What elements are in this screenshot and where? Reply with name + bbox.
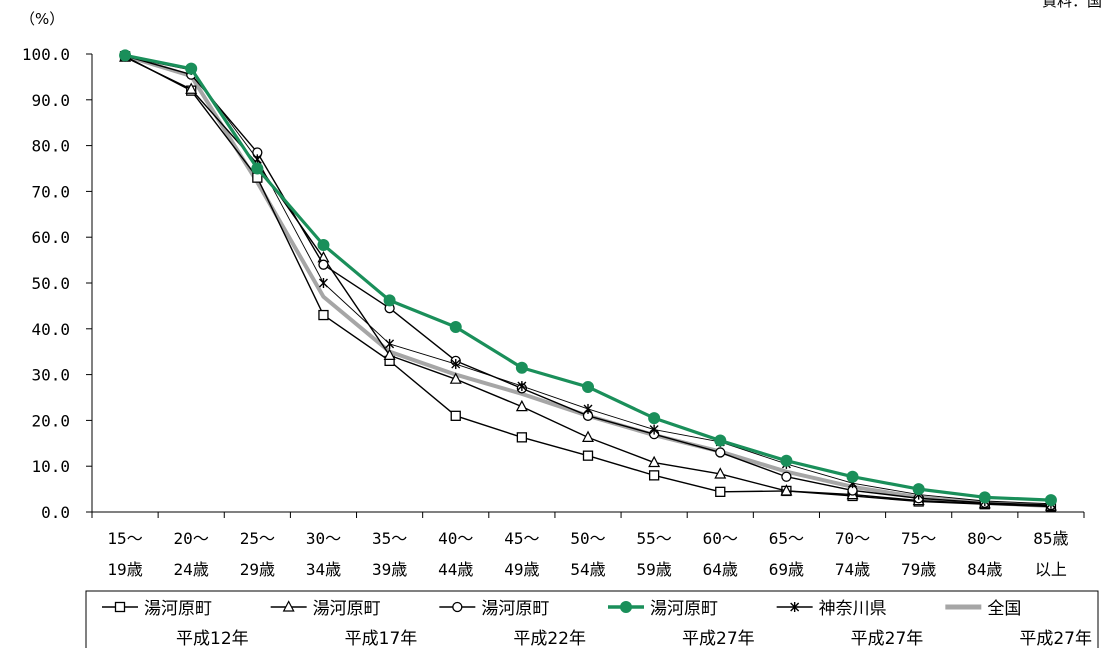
legend-label: 湯河原町 — [144, 599, 212, 619]
data-point — [451, 411, 460, 420]
x-tick-label: 30～ — [306, 529, 341, 548]
y-tick-label: 50.0 — [31, 274, 70, 293]
data-point — [319, 311, 328, 320]
y-tick-label: 80.0 — [31, 137, 70, 156]
x-tick-label: 65～ — [769, 529, 804, 548]
data-point — [715, 435, 726, 446]
data-point — [649, 413, 660, 424]
data-point — [979, 492, 990, 503]
x-tick-label: 20～ — [174, 529, 209, 548]
x-tick-label: 29歳 — [240, 560, 275, 579]
y-tick-label: 90.0 — [31, 91, 70, 110]
x-tick-label: 以上 — [1035, 560, 1067, 579]
legend-swatch-marker — [116, 603, 125, 612]
data-point — [384, 295, 395, 306]
y-tick-label: 40.0 — [31, 320, 70, 339]
legend-label-year: 平成27年 — [851, 629, 924, 648]
legend-label-year: 平成22年 — [513, 629, 586, 648]
x-tick-label: 70～ — [835, 529, 870, 548]
x-tick-label: 35～ — [372, 529, 407, 548]
legend-label: 湯河原町 — [481, 599, 549, 619]
x-tick-label: 60～ — [703, 529, 738, 548]
data-point — [450, 321, 461, 332]
x-tick-label: 69歳 — [769, 560, 804, 579]
y-tick-label: 30.0 — [31, 366, 70, 385]
legend-swatch-marker — [453, 603, 462, 612]
x-tick-label: 25～ — [240, 529, 275, 548]
x-tick-label: 39歳 — [372, 560, 407, 579]
data-point — [913, 484, 924, 495]
x-tick-label: 84歳 — [967, 560, 1002, 579]
x-tick-label: 40～ — [438, 529, 473, 548]
y-axis-unit: （%） — [20, 10, 64, 28]
data-point — [120, 50, 131, 61]
data-point — [318, 239, 329, 250]
legend-label-year: 平成27年 — [1019, 629, 1092, 648]
legend-label: 全国 — [987, 599, 1021, 619]
y-tick-label: 10.0 — [31, 457, 70, 476]
data-point — [516, 362, 527, 373]
legend-label: 神奈川県 — [819, 599, 887, 619]
data-point — [584, 451, 593, 460]
data-point — [1045, 495, 1056, 506]
x-tick-label: 55～ — [636, 529, 671, 548]
x-tick-label: 54歳 — [570, 560, 605, 579]
x-tick-label: 75～ — [901, 529, 936, 548]
data-point — [716, 487, 725, 496]
data-point — [781, 455, 792, 466]
x-tick-label: 64歳 — [703, 560, 738, 579]
x-tick-label: 45～ — [504, 529, 539, 548]
data-point — [583, 432, 593, 442]
x-tick-label: 50～ — [570, 529, 605, 548]
data-point — [386, 339, 394, 349]
y-tick-label: 70.0 — [31, 182, 70, 201]
data-point — [319, 260, 328, 269]
data-point — [782, 472, 791, 481]
data-point — [319, 278, 327, 288]
x-tick-label: 79歳 — [901, 560, 936, 579]
y-tick-label: 60.0 — [31, 228, 70, 247]
legend-label-year: 平成17年 — [345, 629, 418, 648]
x-tick-label: 74歳 — [835, 560, 870, 579]
data-point — [650, 471, 659, 480]
data-point — [716, 448, 725, 457]
x-tick-label: 34歳 — [306, 560, 341, 579]
data-point — [583, 381, 594, 392]
series-group — [120, 50, 1057, 511]
x-tick-label: 59歳 — [636, 560, 671, 579]
top-right-note: 資料：国 — [1042, 0, 1102, 10]
legend-label-year: 平成27年 — [682, 629, 755, 648]
y-tick-label: 0.0 — [41, 503, 70, 522]
data-point — [650, 425, 658, 435]
series-2 — [120, 52, 1056, 510]
data-point — [584, 404, 592, 414]
x-tick-label: 19歳 — [107, 560, 142, 579]
data-point — [252, 163, 263, 174]
x-tick-label: 44歳 — [438, 560, 473, 579]
x-tick-label: 24歳 — [174, 560, 209, 579]
legend-label-year: 平成12年 — [176, 629, 249, 648]
x-tick-label: 80～ — [967, 529, 1002, 548]
y-axis: 100.0 90.0 80.0 70.0 60.0 50.0 40.0 30.0 20.0 10.… — [22, 45, 92, 522]
x-axis: 15～ 19歳 20～ 24歳 25～ 29歳 30～ 34歳 35～ 39歳 40～ 44歳 45～ 4… — [92, 512, 1084, 579]
y-tick-label: 100.0 — [22, 45, 70, 64]
series-1 — [121, 52, 1056, 511]
x-tick-label: 49歳 — [504, 560, 539, 579]
data-point — [847, 471, 858, 482]
legend-label: 湯河原町 — [650, 599, 718, 619]
data-point — [186, 63, 197, 74]
legend-label: 湯河原町 — [313, 599, 381, 619]
x-tick-label: 85歳 — [1033, 529, 1068, 548]
x-tick-label: 15～ — [107, 529, 142, 548]
data-point — [517, 433, 526, 442]
y-tick-label: 20.0 — [31, 411, 70, 430]
legend-swatch-marker — [621, 602, 632, 613]
